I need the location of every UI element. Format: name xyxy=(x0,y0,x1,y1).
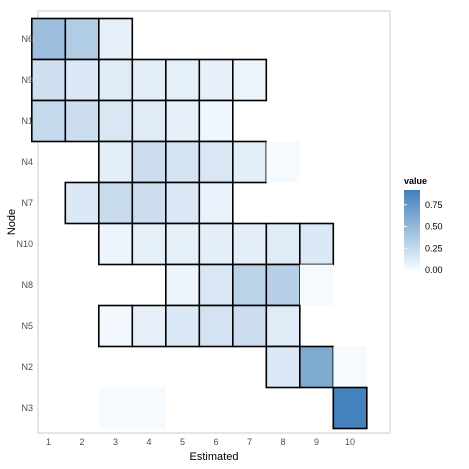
legend-tick-label: 0.50 xyxy=(425,222,443,232)
heatmap-cell-N5-6 xyxy=(198,304,234,348)
heatmap-cell-N1-1 xyxy=(30,99,67,143)
heatmap-cell-N1-4 xyxy=(131,99,167,143)
heatmap-cell-N2-8 xyxy=(265,345,301,389)
heatmap-cell-N9-7 xyxy=(232,58,268,102)
heatmap-cell-N10-7 xyxy=(232,222,268,266)
y-tick-label: N4 xyxy=(21,157,33,167)
heatmap-cell-N7-4 xyxy=(131,181,167,225)
y-tick-label: N1 xyxy=(21,116,33,126)
heatmap-cell-N9-1 xyxy=(30,58,67,102)
y-tick-labels: N6 N9 N1 N4 N7 N10 N8 N5 N2 N3 xyxy=(16,34,33,413)
heatmap-cell-N6-2 xyxy=(64,17,100,61)
y-axis-title: Node xyxy=(6,209,18,235)
heatmap-cell-N8-9 xyxy=(299,264,334,306)
heatmap-cell-N4-7 xyxy=(232,140,268,184)
x-tick-label: 1 xyxy=(46,437,51,447)
heatmap-cell-N3-3 xyxy=(98,387,133,429)
heatmap-cell-N7-6 xyxy=(198,181,234,225)
legend-ticks: 0.00 0.25 0.50 0.75 xyxy=(404,200,443,275)
heatmap-cell-N1-5 xyxy=(165,99,201,143)
heatmap-cell-N2-10 xyxy=(333,346,367,388)
heatmap-cell-N9-6 xyxy=(198,58,234,102)
heatmap-cell-N9-4 xyxy=(131,58,167,102)
heatmap-cell-N10-6 xyxy=(198,222,234,266)
heatmap-cell-N1-2 xyxy=(64,99,100,143)
heatmap-cell-N8-7 xyxy=(232,263,268,307)
heatmap-cell-N10-3 xyxy=(98,222,134,266)
y-tick-label: N5 xyxy=(21,321,33,331)
heatmap-cell-N4-5 xyxy=(165,140,201,184)
heatmap-cell-N10-4 xyxy=(131,222,167,266)
x-tick-label: 7 xyxy=(247,437,252,447)
heatmap-cell-N4-8 xyxy=(266,141,300,183)
heatmap-cell-N7-3 xyxy=(98,181,134,225)
heatmap-cell-N9-2 xyxy=(64,58,100,102)
y-tick-label: N3 xyxy=(21,403,33,413)
heatmap-cell-N1-6 xyxy=(198,99,234,143)
y-tick-label: N6 xyxy=(21,34,33,44)
x-tick-label: 6 xyxy=(213,437,218,447)
heatmap-cell-N10-9 xyxy=(298,222,335,266)
x-tick-label: 5 xyxy=(180,437,185,447)
legend-tick-label: 0.75 xyxy=(425,200,443,210)
heatmap-cell-N7-2 xyxy=(64,181,100,225)
heatmap-cell-N4-3 xyxy=(98,140,134,184)
x-tick-label: 2 xyxy=(79,437,84,447)
heatmap-cell-N5-4 xyxy=(131,304,167,348)
heatmap-cells xyxy=(30,17,368,430)
heatmap-cell-N2-9 xyxy=(298,345,335,389)
heatmap-cell-N5-7 xyxy=(232,304,268,348)
x-tick-label: 9 xyxy=(314,437,319,447)
heatmap-cell-N4-4 xyxy=(131,140,167,184)
heatmap-cell-N3-10 xyxy=(332,386,368,430)
y-tick-label: N7 xyxy=(21,198,33,208)
heatmap-cell-N9-5 xyxy=(165,58,201,102)
heatmap-cell-N7-5 xyxy=(165,181,201,225)
legend: value 0.00 0.25 0.50 0.75 xyxy=(404,176,443,275)
heatmap-cell-N10-8 xyxy=(265,222,301,266)
y-tick-label: N8 xyxy=(21,280,33,290)
legend-title: value xyxy=(404,176,427,186)
heatmap-cell-N10-5 xyxy=(165,222,201,266)
heatmap-cell-N3-4 xyxy=(132,387,166,429)
legend-tick-label: 0.25 xyxy=(425,243,443,253)
heatmap-cell-N4-6 xyxy=(198,140,234,184)
x-tick-label: 8 xyxy=(280,437,285,447)
heatmap-cell-N8-6 xyxy=(198,263,234,307)
heatmap-cell-N5-5 xyxy=(165,304,201,348)
legend-tick-label: 0.00 xyxy=(425,265,443,275)
heatmap-cell-N6-3 xyxy=(98,17,134,61)
heatmap-cell-N8-5 xyxy=(165,263,201,307)
heatmap-cell-N5-8 xyxy=(265,304,301,348)
y-tick-label: N10 xyxy=(16,239,33,249)
y-tick-label: N2 xyxy=(21,362,33,372)
x-tick-label: 3 xyxy=(113,437,118,447)
heatmap-cell-N9-3 xyxy=(98,58,134,102)
heatmap-cell-N8-8 xyxy=(265,263,301,307)
y-tick-label: N9 xyxy=(21,75,33,85)
x-tick-labels: 1 2 3 4 5 6 7 8 9 10 xyxy=(46,437,355,447)
x-axis-title: Estimated xyxy=(190,451,239,463)
heatmap-cell-N5-3 xyxy=(98,304,134,348)
x-tick-label: 10 xyxy=(345,437,355,447)
legend-colorbar xyxy=(404,190,420,270)
heatmap-cell-N6-1 xyxy=(30,17,67,61)
heatmap-cell-N1-3 xyxy=(98,99,134,143)
x-tick-label: 4 xyxy=(146,437,151,447)
